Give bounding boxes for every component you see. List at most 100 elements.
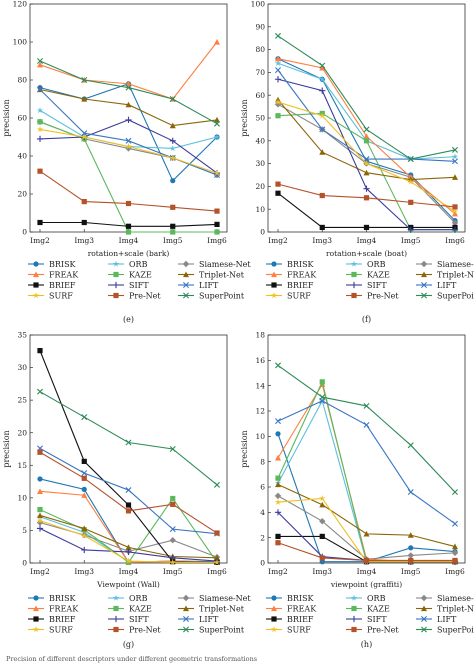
legend-entry: SuperPoint [178, 291, 245, 300]
data-point-marker [170, 501, 176, 507]
legend-entry: Pre-Net [108, 291, 161, 300]
data-point-marker [275, 540, 281, 546]
data-point-marker [125, 116, 132, 123]
series-pre-net [37, 449, 220, 536]
data-point-marker [81, 470, 88, 477]
data-point-marker [452, 489, 458, 496]
legend-entry: SURF [28, 625, 73, 634]
data-point-marker [319, 64, 326, 71]
data-point-marker [319, 495, 326, 502]
legend-marker [421, 605, 427, 612]
y-tick-label: 50 [255, 114, 265, 123]
panel-label: (h) [361, 640, 372, 649]
data-point-marker [452, 174, 458, 180]
data-point-marker [408, 545, 414, 551]
legend-entry: LIFT [416, 281, 457, 290]
legend-entry: Triplet-Net [416, 270, 474, 279]
data-point-marker [125, 80, 132, 87]
legend-label: Pre-Net [129, 625, 161, 634]
legend-entry: LIFT [178, 281, 219, 290]
legend-entry: KAZE [108, 604, 152, 613]
data-point-marker [214, 39, 220, 45]
legend-label: SIFT [367, 281, 387, 290]
x-tick-label: Img2 [30, 236, 50, 245]
data-point-marker [275, 113, 281, 119]
data-point-marker [125, 137, 132, 144]
y-tick-label: 0 [22, 559, 27, 568]
data-point-marker [125, 439, 132, 446]
legend-entry: SIFT [346, 281, 387, 290]
y-tick-label: 100 [251, 0, 266, 9]
y-tick-label: 10 [17, 493, 27, 502]
legend-label: SIFT [129, 281, 149, 290]
legend-marker [33, 605, 39, 612]
legend-entry: FREAK [266, 604, 317, 613]
legend-marker [32, 626, 40, 633]
legend-entry: KAZE [108, 270, 152, 279]
data-point-marker [275, 475, 281, 481]
data-point-marker [37, 449, 43, 455]
data-point-marker [319, 126, 326, 133]
legend-label: SuperPoint [437, 291, 474, 300]
legend-entry: BRIEF [266, 615, 314, 624]
y-tick-label: 8 [260, 457, 265, 466]
legend-marker [350, 260, 358, 267]
legend-entry: BRIEF [28, 281, 76, 290]
data-point-marker [36, 107, 44, 114]
legend-label: BRIEF [49, 281, 76, 290]
data-point-marker [363, 185, 370, 192]
data-point-marker [125, 557, 132, 564]
legend-marker [421, 282, 427, 288]
legend-entry: Pre-Net [346, 291, 399, 300]
y-tick-label: 4 [260, 508, 265, 517]
legend-entry: SURF [266, 291, 311, 300]
legend-label: SIFT [129, 615, 149, 624]
data-point-marker [407, 442, 414, 449]
legend-marker [183, 292, 189, 299]
data-point-marker [169, 558, 176, 566]
legend-entry: SuperPoint [416, 291, 474, 300]
legend-label: FREAK [287, 270, 317, 279]
legend-label: SURF [49, 625, 73, 634]
data-point-marker [36, 135, 44, 142]
data-point-marker [319, 149, 326, 155]
data-point-marker [452, 204, 458, 210]
data-point-marker [214, 229, 220, 235]
y-tick-label: 35 [17, 331, 27, 340]
x-tick-label: Img2 [268, 567, 288, 576]
data-point-marker [451, 219, 459, 227]
x-tick-label: Img2 [268, 236, 288, 245]
y-tick-label: 6 [260, 483, 265, 492]
legend-label: Siamese-Net [199, 594, 251, 603]
legend-marker [351, 626, 357, 633]
data-point-marker [275, 181, 281, 187]
legend-label: FREAK [49, 270, 79, 279]
plot-frame [29, 334, 228, 564]
data-point-marker [169, 145, 176, 152]
legend-marker [271, 605, 277, 612]
y-tick-label: 120 [13, 0, 28, 9]
data-point-marker [81, 133, 88, 140]
data-point-marker [319, 555, 325, 561]
legend-label: ORB [129, 594, 148, 603]
legend-marker [113, 626, 119, 633]
data-point-marker [125, 548, 132, 556]
legend-marker [182, 594, 190, 602]
data-point-marker [275, 454, 281, 461]
data-point-marker [363, 530, 370, 537]
legend-marker [350, 615, 358, 623]
x-axis-label: rotation+scale (boat) [326, 249, 407, 258]
legend-label: SuperPoint [199, 625, 245, 634]
legend-label: BRISK [287, 594, 315, 603]
data-point-marker [452, 146, 458, 153]
legend-marker [183, 282, 189, 288]
legend-entry: BRIEF [28, 615, 76, 624]
data-point-marker [81, 458, 87, 464]
data-point-marker [125, 223, 132, 229]
legend-label: Siamese-Net [199, 260, 251, 269]
y-axis-label: precision [240, 430, 249, 467]
data-point-marker [37, 61, 43, 68]
data-point-marker [81, 199, 87, 205]
panel-label: (g) [123, 640, 134, 649]
data-point-marker [81, 492, 88, 498]
